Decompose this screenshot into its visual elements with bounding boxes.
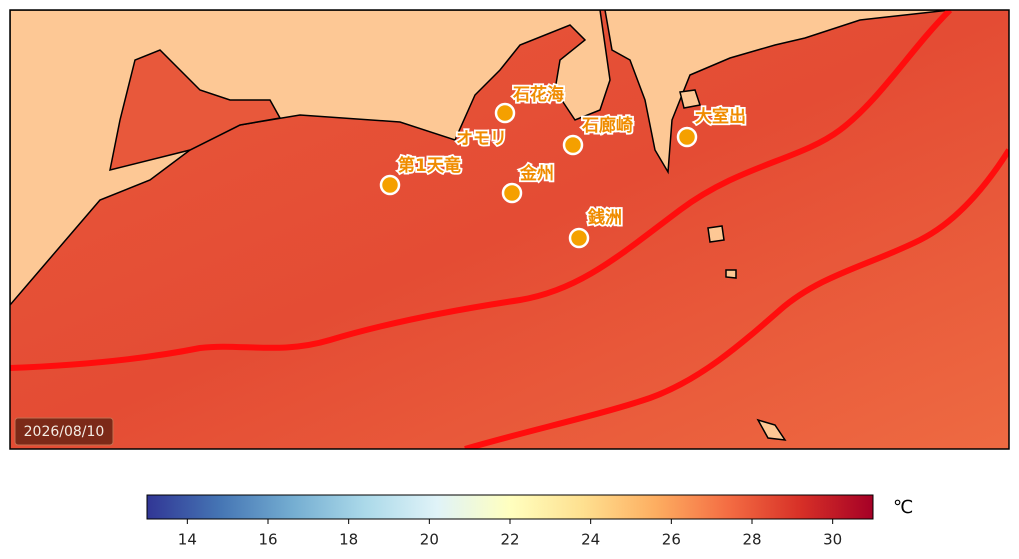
colorbar-unit: ℃ xyxy=(893,497,913,518)
tick-label: 26 xyxy=(662,531,681,549)
place-marker xyxy=(562,134,584,156)
tick-label: 22 xyxy=(500,531,519,549)
current-path xyxy=(10,10,953,371)
map xyxy=(10,10,1009,449)
bay xyxy=(109,49,282,172)
tick-label: 16 xyxy=(258,531,277,549)
place-marker xyxy=(501,182,523,204)
place-marker xyxy=(676,126,698,148)
place-label: 大室出 xyxy=(695,106,746,127)
tick-label: 28 xyxy=(742,531,761,549)
place-label: 金州 xyxy=(519,163,554,184)
tick-label: 30 xyxy=(823,531,842,549)
place-label: 石花海 xyxy=(512,84,564,105)
place-marker xyxy=(568,227,590,249)
tick-label: 18 xyxy=(339,531,358,549)
tick-label: 24 xyxy=(581,531,600,549)
date-box xyxy=(14,417,114,446)
tick-label: 14 xyxy=(178,531,197,549)
colorbar-ticks: 14 16 18 20 22 24 26 28 30 xyxy=(178,519,842,549)
island xyxy=(679,89,787,441)
colorbar xyxy=(146,494,874,520)
place-label: 銭洲 xyxy=(587,207,622,228)
map-frame xyxy=(9,9,1010,450)
date: 2026/08/10 xyxy=(24,424,105,440)
place-label: オモリ xyxy=(456,129,507,149)
current-path xyxy=(464,148,1009,449)
place-label: 第1天竜 xyxy=(398,155,461,176)
tick-label: 20 xyxy=(420,531,439,549)
place-marker xyxy=(379,174,401,196)
place-marker xyxy=(494,102,516,124)
place-label: 石廊崎 xyxy=(581,115,633,136)
